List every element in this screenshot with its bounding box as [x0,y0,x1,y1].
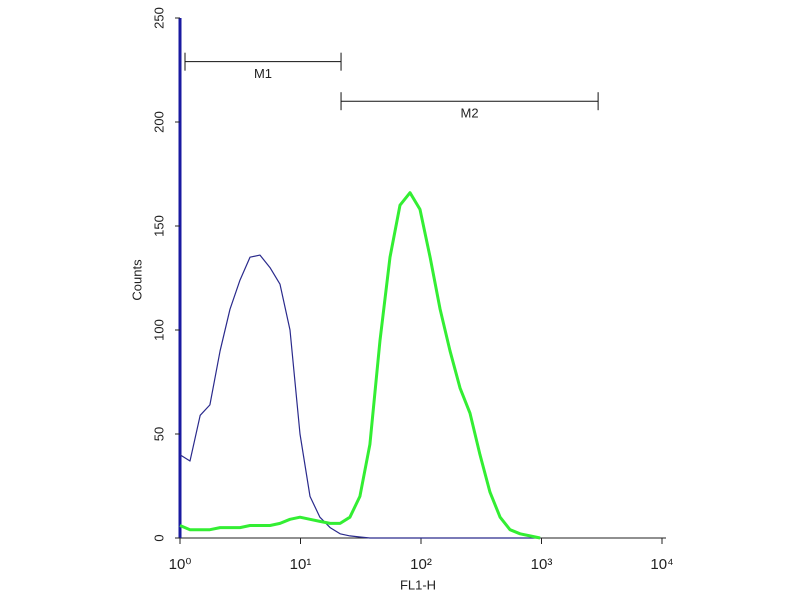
histogram-line [179,254,541,539]
x-tick-label: 10¹ [290,556,312,573]
x-tick-label: 10² [410,556,432,573]
y-tick-label: 50 [151,427,166,441]
y-tick-label: 0 [151,534,166,541]
y-axis-label: Counts [129,259,144,301]
histogram-line [179,191,541,540]
x-axis-label: FL1-H [400,577,436,592]
y-tick-label: 250 [151,7,166,29]
x-tick-label: 10⁴ [650,556,673,573]
x-tick-label: 10⁰ [169,556,192,573]
marker-label: M2 [461,106,479,121]
x-tick-label: 10³ [531,556,553,573]
y-tick-label: 150 [151,215,166,237]
y-tick-label: 200 [151,111,166,133]
y-tick-label: 100 [151,319,166,341]
marker-label: M1 [254,66,272,81]
